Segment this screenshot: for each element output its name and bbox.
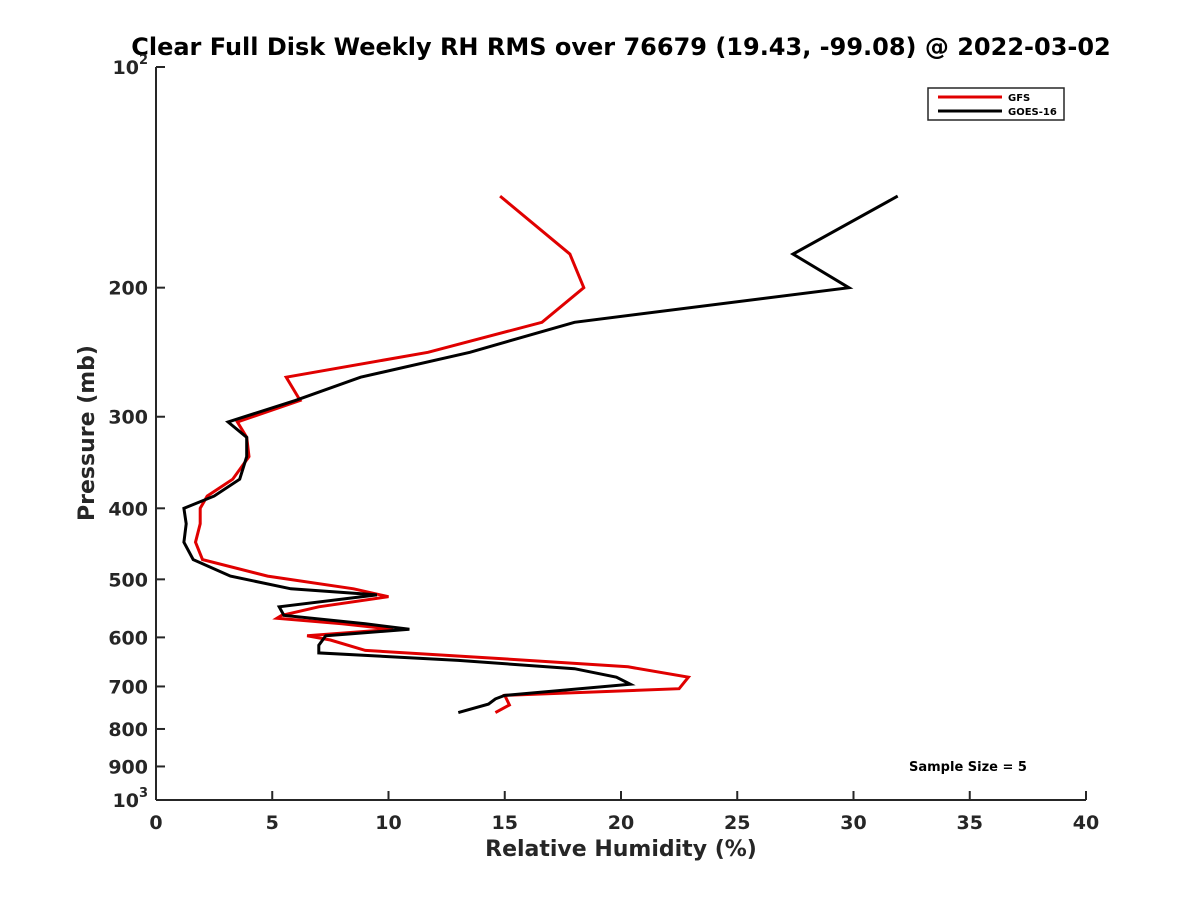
x-tick-label: 20 <box>608 812 634 834</box>
y-tick-label: 700 <box>108 676 148 698</box>
series-layer <box>182 194 899 715</box>
y-tick-label: 500 <box>108 569 148 591</box>
legend-entry: GFS <box>1008 93 1030 104</box>
y-axis-label: Pressure (mb) <box>75 345 100 521</box>
y-tick-label: 600 <box>108 627 148 649</box>
chart-title: Clear Full Disk Weekly RH RMS over 76679… <box>131 33 1111 61</box>
x-tick-label: 15 <box>492 812 518 834</box>
y-tick-label: 800 <box>108 719 148 741</box>
legend: GFS GOES-16 <box>927 87 1065 121</box>
x-tick-label: 35 <box>957 812 983 834</box>
x-tick-label: 40 <box>1073 812 1099 834</box>
x-tick-label: 10 <box>375 812 401 834</box>
y-tick-label: 102 <box>113 53 149 79</box>
x-axis-label: Relative Humidity (%) <box>485 837 757 862</box>
series-line-goes-16 <box>182 194 899 715</box>
axes: 0 5 10 15 20 25 30 35 40 102 200 300 400 500 600 700 800… <box>108 53 1099 834</box>
y-tick-label: 103 <box>113 786 149 812</box>
series-line-gfs <box>193 194 692 714</box>
legend-entry: GOES-16 <box>1008 107 1057 118</box>
y-tick-label: 200 <box>108 278 148 300</box>
x-tick-label: 30 <box>840 812 866 834</box>
x-tick-label: 5 <box>266 812 279 834</box>
x-tick-label: 25 <box>724 812 750 834</box>
sample-size-annotation: Sample Size = 5 <box>909 760 1027 775</box>
y-tick-label: 300 <box>108 407 148 429</box>
x-tick-label: 0 <box>149 812 162 834</box>
legend-box <box>927 87 1065 121</box>
y-tick-label: 900 <box>108 756 148 778</box>
y-tick-label: 400 <box>108 498 148 520</box>
